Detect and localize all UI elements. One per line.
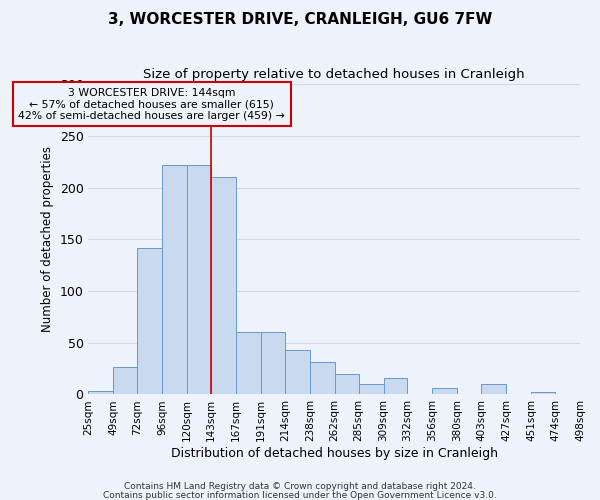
Bar (187, 165, 211, 394)
Bar (261, 332, 285, 394)
Bar (531, 392, 555, 394)
Bar (113, 366, 137, 394)
Text: 3 WORCESTER DRIVE: 144sqm
← 57% of detached houses are smaller (615)
42% of semi: 3 WORCESTER DRIVE: 144sqm ← 57% of detac… (19, 88, 285, 120)
Title: Size of property relative to detached houses in Cranleigh: Size of property relative to detached ho… (143, 68, 525, 80)
Bar (211, 178, 236, 394)
Bar (310, 362, 335, 394)
Text: Contains public sector information licensed under the Open Government Licence v3: Contains public sector information licen… (103, 490, 497, 500)
Bar (88, 392, 113, 394)
X-axis label: Distribution of detached houses by size in Cranleigh: Distribution of detached houses by size … (171, 447, 498, 460)
Text: Contains HM Land Registry data © Crown copyright and database right 2024.: Contains HM Land Registry data © Crown c… (124, 482, 476, 491)
Bar (383, 378, 407, 394)
Bar (137, 248, 162, 394)
Y-axis label: Number of detached properties: Number of detached properties (41, 146, 54, 332)
Bar (162, 165, 187, 394)
Bar (285, 350, 310, 395)
Bar (359, 384, 383, 394)
Bar (236, 332, 261, 394)
Bar (481, 384, 506, 394)
Bar (433, 388, 457, 394)
Text: 3, WORCESTER DRIVE, CRANLEIGH, GU6 7FW: 3, WORCESTER DRIVE, CRANLEIGH, GU6 7FW (108, 12, 492, 28)
Bar (335, 374, 359, 394)
